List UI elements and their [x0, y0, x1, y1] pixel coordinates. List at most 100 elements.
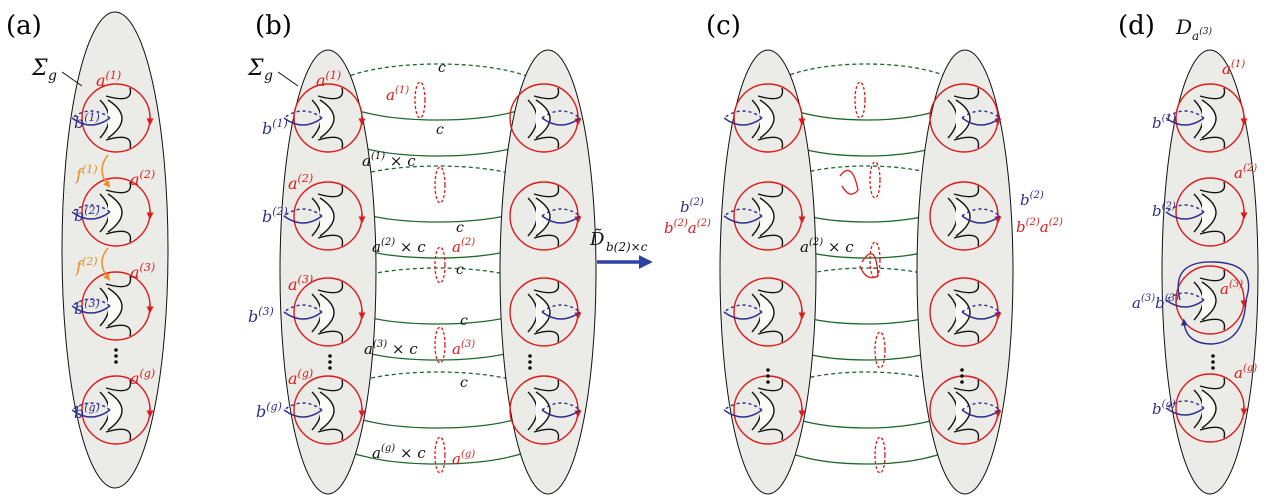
- panel-a-h1-hole: [107, 193, 123, 233]
- panel-a-h2-handle-bottom: [105, 324, 132, 337]
- surface-a: [61, 11, 169, 489]
- panel-b-left-b-curve-0-back: [283, 110, 323, 119]
- twisted-a2-lower: [859, 253, 879, 279]
- panel-c-left-h1-handle-top: [757, 185, 784, 198]
- panel-c-right-b-curve-3-front: [961, 409, 1001, 418]
- curves-layer: [71, 81, 1250, 474]
- svg-text:b(2): b(2): [1020, 190, 1044, 209]
- svg-text:c: c: [436, 122, 444, 138]
- product-circle-c-3: [874, 331, 886, 369]
- svg-text:a(g): a(g): [288, 367, 313, 388]
- panel-c-right-b-curve-0-front: [961, 117, 1001, 126]
- svg-text:a(1): a(1): [386, 85, 409, 104]
- panel-d-labels: Da(3) b(1) b(2) b(g) a(1) a(2) a(3) a(g)…: [1132, 15, 1257, 418]
- panel-d-b-curve-2-back: [1165, 292, 1205, 301]
- panel-b-left-h0-hole: [319, 99, 335, 139]
- svg-text:b(g): b(g): [256, 400, 282, 421]
- svg-text:c: c: [456, 262, 464, 278]
- panel-b-left-b-curve-1-front: [283, 215, 323, 224]
- panel-d-h0-handle-top: [1199, 87, 1226, 100]
- panel-d-b-curve-0-front: [1165, 117, 1205, 126]
- panel-c-left-b-curve-0-back: [723, 110, 763, 119]
- svg-text:b(1): b(1): [1152, 113, 1176, 132]
- panel-c-left-b-curve-2-front: [723, 311, 763, 320]
- panel-d-h1-handle-top: [1199, 181, 1226, 194]
- panel-b-left-b-curve-3-back: [283, 402, 323, 411]
- panel-a-labels: b(1) b(2) b(3) b(g) a(1) a(2) a(3) a(g) …: [74, 69, 155, 422]
- dots-d-2: [1211, 366, 1215, 370]
- panel-a-h2-hole: [107, 287, 123, 327]
- svg-text:a(g): a(g): [1234, 363, 1257, 382]
- panel-c-left-h2-handle-bottom: [757, 330, 784, 343]
- panel-c-right-h1-handle-top: [953, 185, 980, 198]
- surface-c-left: [719, 49, 817, 495]
- sigma-label-b: Σ g: [247, 56, 299, 87]
- panel-a-h0-handle-bottom: [105, 136, 132, 149]
- panel-d-h1-hole: [1201, 193, 1217, 233]
- svg-text:c: c: [456, 220, 464, 236]
- panel-d-b-curve-2-front: [1165, 299, 1205, 308]
- panel-label-d: (d): [1118, 11, 1155, 41]
- dots-c-left-2: [766, 380, 770, 384]
- panel-b-left-h3-handle-top: [317, 379, 344, 392]
- svg-text:b(3): b(3): [248, 305, 274, 326]
- product-circle-c-0: [854, 81, 866, 119]
- svg-text:b(2)a(2): b(2)a(2): [1016, 217, 1063, 236]
- svg-text:a(2): a(2): [1234, 163, 1257, 182]
- panel-b-left-h2-hole: [319, 293, 335, 333]
- b2-label-a: b(2): [74, 204, 100, 225]
- svg-text:b(g): b(g): [1152, 399, 1176, 418]
- panel-a-h1-handle-top: [105, 181, 132, 194]
- panel-c-right-b-curve-2-back: [961, 304, 1001, 313]
- panel-label-b: (b): [255, 11, 292, 41]
- panel-b-right-b-curve-0-back: [541, 110, 581, 119]
- panel-c-left-h0-handle-bottom: [757, 136, 784, 149]
- panel-a-h3-hole: [107, 391, 123, 431]
- dots-c-left-0: [766, 368, 770, 372]
- dots-a-0: [114, 348, 118, 352]
- svg-text:Da(3): Da(3): [1175, 15, 1212, 43]
- sigma-label-a: Σ g: [31, 56, 83, 87]
- panel-b-left-h0-handle-bottom: [317, 136, 344, 149]
- svg-text:b(2): b(2): [1152, 201, 1176, 220]
- panel-d-b-curve-1-front: [1165, 211, 1205, 220]
- dots-b-left-1: [328, 360, 332, 364]
- panel-b-left-h1-hole: [319, 197, 335, 237]
- panel-c-left-b-curve-2-back: [723, 304, 763, 313]
- product-circle-b-0: [414, 81, 426, 119]
- panel-d-b-curve-1-back: [1165, 204, 1205, 213]
- f2-label: f(2): [75, 255, 98, 276]
- svg-text:a(g) × c: a(g) × c: [372, 443, 426, 462]
- dots-d-0: [1211, 354, 1215, 358]
- panel-c-right-b-curve-2-front: [961, 311, 1001, 320]
- panel-d-h2-handle-top: [1199, 269, 1226, 282]
- panel-b-tube-lower-3: [329, 435, 547, 465]
- svg-text:a(1): a(1): [316, 69, 341, 90]
- panel-b-left-h2-handle-bottom: [317, 330, 344, 343]
- panel-b-labels: b(1) b(2) b(3) b(g) a(1) a(2) a(3) a(g) …: [248, 60, 475, 468]
- b1-label-a: b(1): [74, 111, 100, 132]
- panel-d-h3-handle-top: [1199, 377, 1226, 390]
- product-circle-c-4: [874, 436, 886, 474]
- svg-text:c: c: [438, 60, 446, 76]
- a1-label-a: a(1): [96, 69, 121, 90]
- panel-a-h1-handle-bottom: [105, 230, 132, 243]
- panel-c-right-b-curve-3-back: [961, 402, 1001, 411]
- svg-text:a(g): a(g): [452, 449, 475, 468]
- svg-text:a(2): a(2): [452, 237, 475, 256]
- panel-label-c: (c): [706, 11, 741, 41]
- panel-a-h0-hole: [107, 99, 123, 139]
- panel-b-right-b-curve-2-front: [541, 311, 581, 320]
- product-circle-b-2: [434, 246, 446, 284]
- panel-b-right-b-curve-1-front: [541, 215, 581, 224]
- dots-b-right-2: [528, 366, 532, 370]
- panel-c-right-h3-handle-top: [953, 379, 980, 392]
- dots-a-2: [114, 360, 118, 364]
- panel-b-right-b-curve-0-front: [541, 117, 581, 126]
- svg-text:a(3) × c: a(3) × c: [364, 339, 418, 358]
- panel-c-left-h3-hole: [759, 391, 775, 431]
- panel-b-right-h2-handle-bottom: [533, 330, 560, 343]
- svg-text:Σ: Σ: [247, 56, 264, 81]
- panel-d-h0-handle-bottom: [1199, 136, 1226, 149]
- panel-b-left-b-curve-3-front: [283, 409, 323, 418]
